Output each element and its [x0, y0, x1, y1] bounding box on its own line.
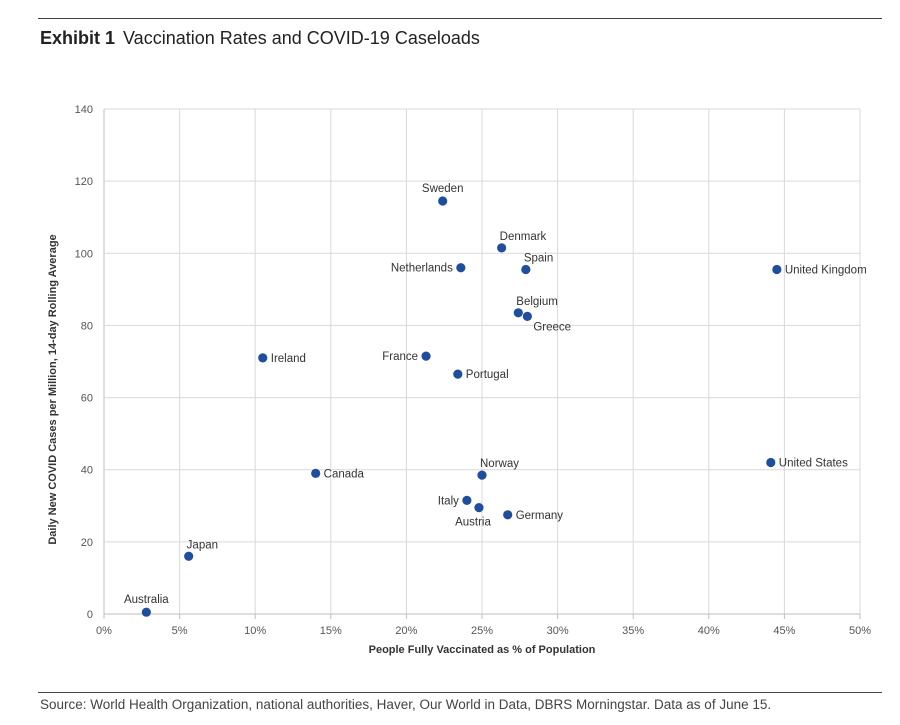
point-label: Netherlands — [391, 263, 453, 275]
point-label: Ireland — [271, 353, 306, 365]
data-point — [438, 196, 448, 206]
x-tick-label: 40% — [698, 625, 720, 637]
point-label: Portugal — [466, 369, 509, 381]
data-point — [258, 353, 268, 363]
point-label: Norway — [480, 458, 519, 470]
scatter-chart: 0% 5% 10% 15% 20% 25% 30% 35% 40% 45% 50% 0 20 40 60 80… — [47, 104, 872, 656]
x-tick-label: 30% — [547, 625, 569, 637]
point-label: Italy — [438, 495, 459, 507]
point-label: Sweden — [422, 183, 464, 195]
point-label: Australia — [124, 594, 169, 606]
data-point — [522, 311, 532, 322]
x-tick-label: 15% — [320, 625, 342, 637]
chart-title: Vaccination Rates and COVID-19 Caseloads — [123, 28, 480, 48]
x-tick-label: 20% — [395, 625, 417, 637]
data-point — [311, 468, 321, 478]
exhibit-title: Exhibit 1 Vaccination Rates and COVID-19 … — [40, 28, 480, 49]
y-tick-label: 140 — [75, 104, 93, 116]
data-point — [462, 495, 472, 505]
point-label: France — [382, 351, 418, 363]
data-point — [421, 351, 431, 361]
point-label: Denmark — [500, 231, 547, 243]
data-point — [772, 264, 782, 275]
x-axis-label: People Fully Vaccinated as % of Populati… — [369, 644, 596, 656]
source-note: Source: World Health Organization, natio… — [40, 697, 772, 712]
bottom-rule — [38, 692, 882, 693]
x-tick-label: 0% — [96, 625, 112, 637]
y-tick-label: 0 — [87, 609, 93, 621]
point-label: Belgium — [516, 296, 558, 308]
axis-ticks: 0% 5% 10% 15% 20% 25% 30% 35% 40% 45% 50% 0 20 40 60 80… — [75, 104, 872, 637]
x-tick-label: 5% — [172, 625, 188, 637]
data-point — [474, 502, 484, 513]
data-point — [184, 551, 194, 561]
grid — [103, 108, 861, 615]
data-point — [521, 264, 531, 275]
data-points: Australia Japan Ireland Canada France Sweden N… — [124, 183, 867, 617]
x-tick-label: 25% — [471, 625, 493, 637]
point-label: Canada — [324, 468, 365, 480]
point-label: United States — [779, 458, 848, 470]
top-rule — [38, 18, 882, 19]
data-point — [456, 263, 466, 273]
y-tick-label: 120 — [75, 176, 93, 188]
y-axis-label: Daily New COVID Cases per Million, 14-da… — [47, 234, 59, 544]
data-point — [453, 369, 463, 379]
y-tick-label: 20 — [81, 537, 93, 549]
point-label: Germany — [516, 510, 564, 522]
data-point — [513, 308, 523, 318]
y-tick-label: 40 — [81, 465, 93, 477]
exhibit-number: Exhibit 1 — [40, 28, 116, 48]
data-point — [766, 457, 776, 468]
y-tick-label: 60 — [81, 393, 93, 405]
x-tick-label: 35% — [622, 625, 644, 637]
y-tick-label: 80 — [81, 320, 93, 332]
x-tick-label: 10% — [244, 625, 266, 637]
y-tick-label: 100 — [75, 248, 93, 260]
x-tick-label: 50% — [849, 625, 871, 637]
point-label: United Kingdom — [785, 265, 867, 277]
data-point — [497, 243, 507, 253]
data-point — [503, 510, 513, 520]
x-tick-label: 45% — [773, 625, 795, 637]
point-label: Japan — [187, 539, 218, 551]
point-label: Austria — [455, 517, 491, 529]
data-point — [477, 470, 487, 480]
point-label: Greece — [533, 321, 571, 333]
data-point — [141, 607, 151, 617]
point-label: Spain — [524, 253, 553, 265]
